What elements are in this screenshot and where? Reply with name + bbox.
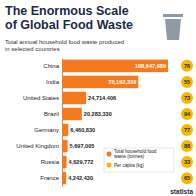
dot-label: 94 [184,111,191,117]
bar [62,108,82,121]
legend-label: Total household foodwaste (tonnes) [114,149,157,159]
background [0,0,196,196]
dot [181,156,193,168]
icon [163,14,183,40]
dot-label: 55 [184,79,190,85]
data-label: 24,714,406 [88,95,116,101]
dot [181,92,193,104]
bar [62,76,138,89]
dot [181,140,193,152]
tick-label: China [43,63,59,69]
dots [181,60,193,184]
dot [181,172,193,184]
bar [62,60,168,73]
bar [62,156,67,169]
data-label: 4,242,430 [68,175,93,181]
tick: India [46,79,62,85]
bar [62,172,66,185]
data-label: 108,647,989 [135,63,166,69]
dot-label: 73 [184,95,190,101]
bar [62,92,86,105]
legend-swatch [107,163,112,168]
tick-label: Germany [34,127,59,133]
dot [181,108,193,120]
data-label: 78,192,338 [108,79,136,85]
tick-label: India [46,79,60,85]
dot-label: 76 [184,63,190,69]
data-label: 4,629,772 [69,159,94,165]
bar [62,124,68,137]
bar [62,140,68,153]
subtitle: Total annual household food waste produc… [5,39,124,52]
tick: Russia [41,159,62,165]
tick-label: United Kingdom [16,143,59,149]
legend: Total household foodwaste (tonnes) Per ca… [104,148,174,172]
tick: France [40,175,62,181]
brand: statista [170,188,193,195]
tick: China [43,63,62,69]
tick: United Kingdom [16,143,62,149]
dot-labels: 76 55 73 94 77 88 33 65 [184,63,191,181]
tick: United States [23,95,62,101]
tick: Brazil [44,111,62,117]
icon-body [165,19,181,40]
dot-label: 88 [184,143,190,149]
tick-label: France [40,175,59,181]
data-label: 5,697,005 [70,143,95,149]
title: The Enormous Scaleof Global Food Waste [5,4,133,32]
dot [181,124,193,136]
dot [181,76,193,88]
y-axis: China India United States Brazil Germany Unit… [16,59,62,187]
tick-label: Brazil [44,111,59,117]
dot-label: 65 [184,175,190,181]
data-label: 6,460,830 [70,127,95,133]
tick-label: United States [23,95,59,101]
icon-lid [163,14,183,17]
legend-box [104,148,174,172]
dot-label: 77 [184,127,190,133]
dot-label: 33 [184,159,190,165]
legend-swatch [107,152,112,157]
data-label: 20,283,330 [84,111,112,117]
tick-label: Russia [41,159,60,165]
dot [181,60,193,72]
legend-label: Per capita (kg) [114,163,144,168]
tick: Germany [34,127,62,133]
